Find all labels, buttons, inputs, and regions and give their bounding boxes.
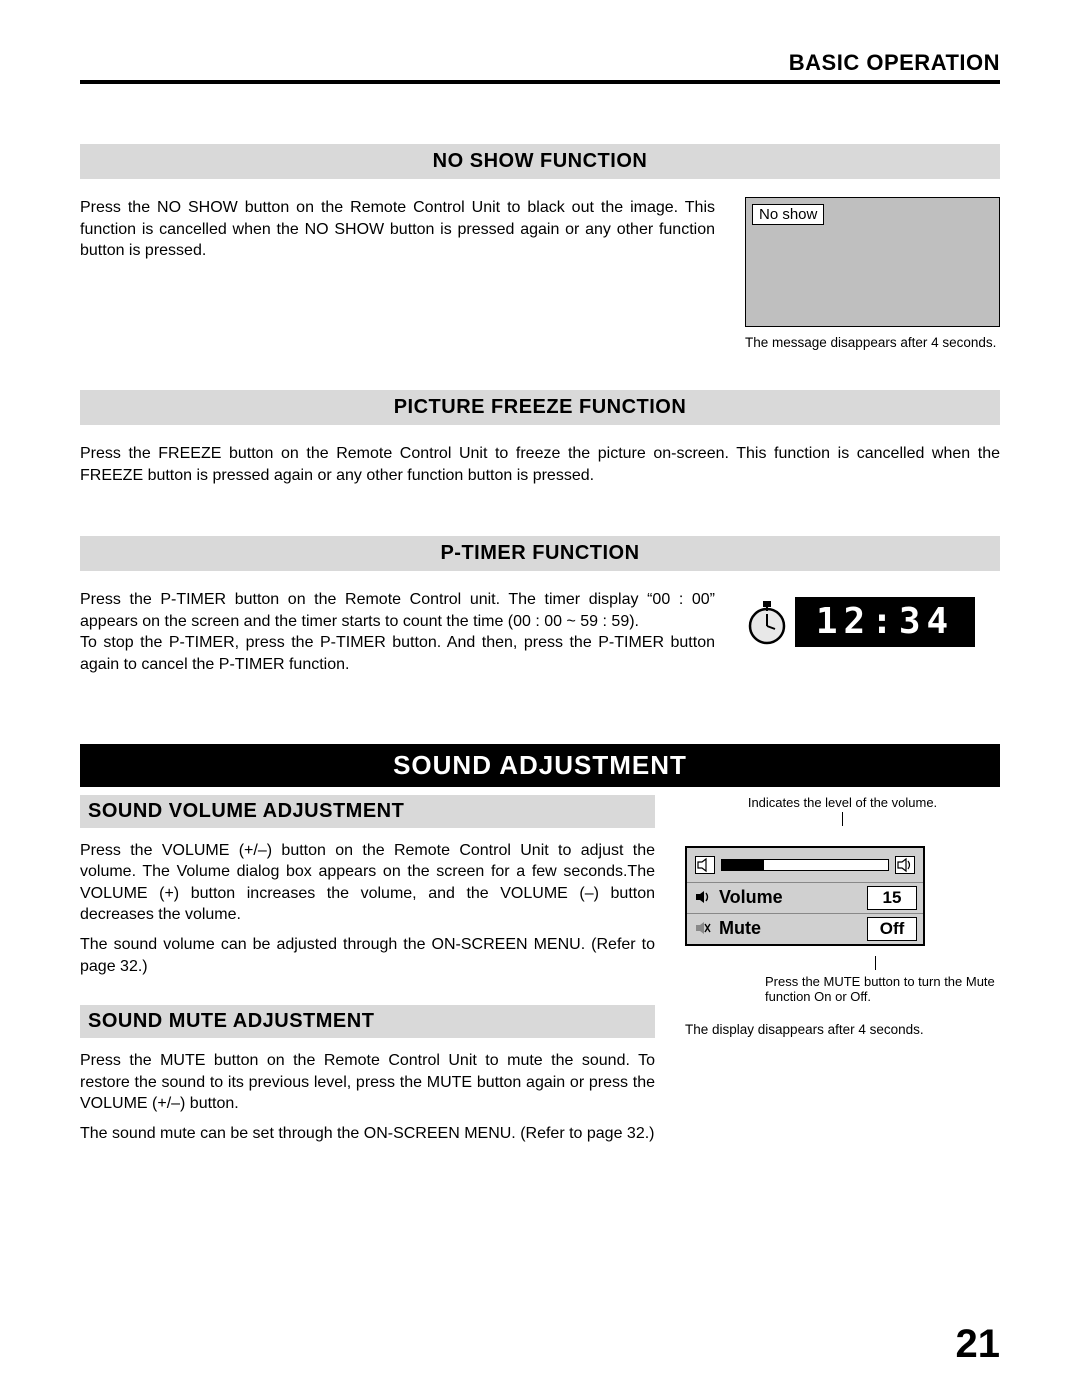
volume-track — [721, 859, 889, 871]
section-ptimer-heading: P-TIMER FUNCTION — [80, 536, 1000, 571]
mute-label: Mute — [719, 918, 861, 939]
section-freeze-heading: PICTURE FREEZE FUNCTION — [80, 390, 1000, 425]
mute-row: Mute Off — [687, 913, 923, 944]
noshow-caption: The message disappears after 4 seconds. — [745, 335, 1000, 350]
volume-label: Volume — [719, 887, 861, 908]
noshow-screen-box: No show — [745, 197, 1000, 327]
ptimer-text: Press the P-TIMER button on the Remote C… — [80, 589, 715, 675]
sound-volume-text1: Press the VOLUME (+/–) button on the Rem… — [80, 840, 655, 926]
volume-row: Volume 15 — [687, 882, 923, 913]
freeze-text: Press the FREEZE button on the Remote Co… — [80, 443, 1000, 486]
volume-annotation-top: Indicates the level of the volume. — [685, 795, 1000, 810]
page-number: 21 — [956, 1322, 1001, 1367]
sound-mute-text2: The sound mute can be set through the ON… — [80, 1123, 655, 1145]
sound-mute-heading: SOUND MUTE ADJUSTMENT — [80, 1005, 655, 1038]
volume-value: 15 — [867, 886, 917, 910]
noshow-row: Press the NO SHOW button on the Remote C… — [80, 197, 1000, 350]
sound-volume-text2: The sound volume can be adjusted through… — [80, 934, 655, 977]
mute-annotation-bottom: Press the MUTE button to turn the Mute f… — [765, 974, 1000, 1004]
page-header: BASIC OPERATION — [80, 50, 1000, 84]
sound-mute-text1: Press the MUTE button on the Remote Cont… — [80, 1050, 655, 1115]
timer-digits: 12:34 — [795, 597, 975, 647]
volume-bar-row — [687, 848, 923, 882]
sound-row: SOUND VOLUME ADJUSTMENT Press the VOLUME… — [80, 795, 1000, 1153]
volume-fill — [722, 860, 764, 870]
sound-dialog: Volume 15 Mute Off — [685, 846, 925, 946]
sound-volume-heading: SOUND VOLUME ADJUSTMENT — [80, 795, 655, 828]
section-noshow-heading: NO SHOW FUNCTION — [80, 144, 1000, 179]
speaker-left-icon — [695, 856, 715, 874]
timer-display: 12:34 — [745, 597, 975, 647]
stopwatch-icon — [745, 599, 789, 645]
leader-line-top — [842, 812, 843, 826]
volume-icon — [693, 889, 713, 907]
sound-dialog-caption: The display disappears after 4 seconds. — [685, 1022, 1000, 1037]
noshow-text: Press the NO SHOW button on the Remote C… — [80, 197, 715, 262]
sound-title-bar: SOUND ADJUSTMENT — [80, 744, 1000, 787]
leader-line-bottom — [875, 956, 876, 970]
header-title: BASIC OPERATION — [789, 50, 1000, 75]
noshow-label: No show — [752, 204, 824, 225]
mute-value: Off — [867, 917, 917, 941]
ptimer-row: Press the P-TIMER button on the Remote C… — [80, 589, 1000, 683]
mute-icon — [693, 920, 713, 938]
speaker-right-icon — [895, 856, 915, 874]
